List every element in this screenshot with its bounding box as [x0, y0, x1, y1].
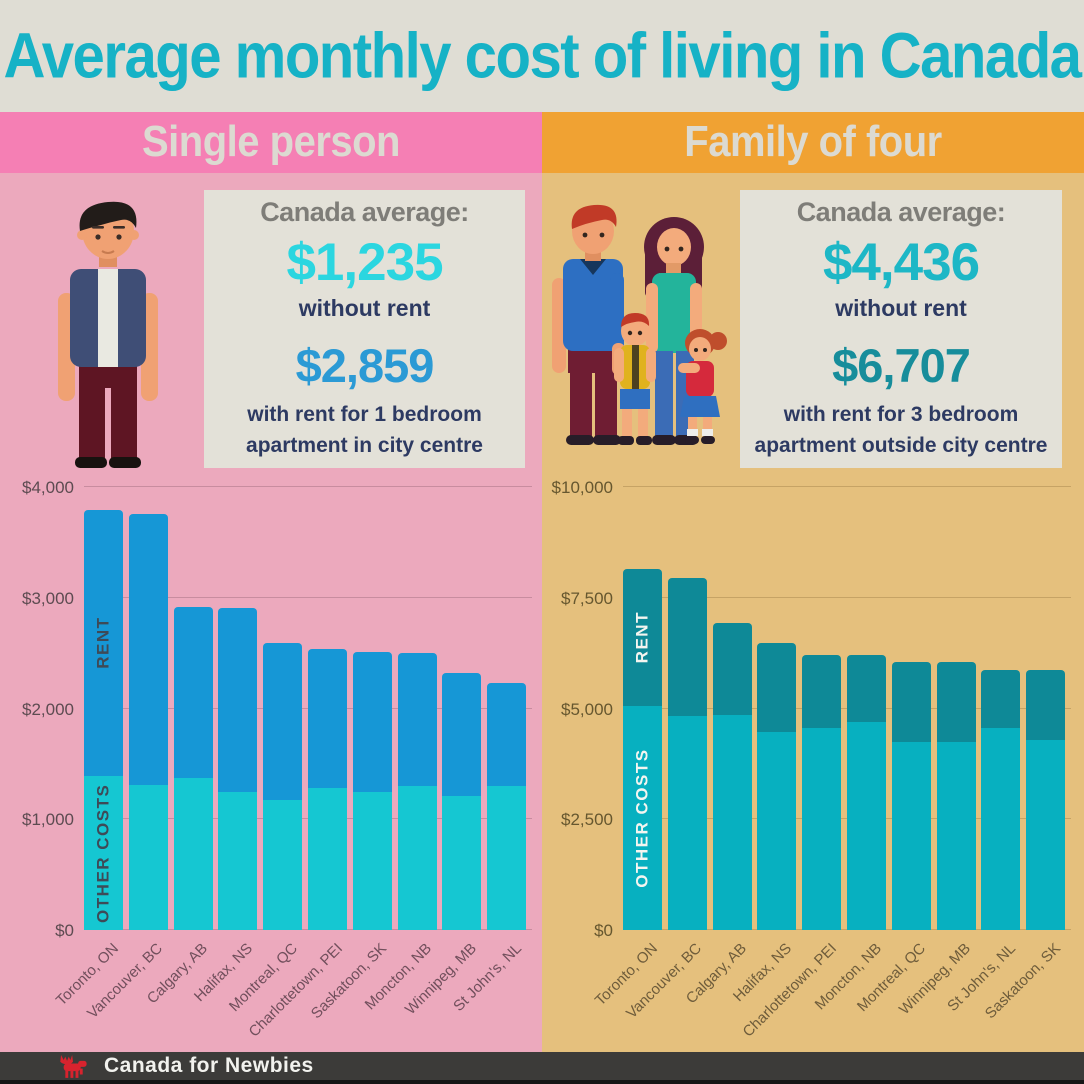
bar-segment-rent [397, 653, 437, 787]
panel-header-family: Family of four [542, 112, 1084, 173]
bar-segment-other-costs [84, 776, 123, 930]
bar-segment-other-costs [712, 714, 752, 930]
panel-header-single: Single person [0, 112, 542, 173]
bar-segment-rent [936, 662, 976, 742]
panel-header-family-label: Family of four [684, 118, 942, 166]
y-axis-tick-label: $7,500 [561, 588, 613, 608]
y-axis-tick-label: $2,000 [22, 699, 74, 719]
panel-family-of-four: Canada average: $4,436 without rent $6,7… [542, 173, 1084, 1052]
moose-icon [60, 1054, 87, 1078]
bar-segment-rent [173, 606, 213, 779]
bar-segment-other-costs [128, 784, 168, 930]
bar-segment-other-costs [623, 706, 662, 930]
y-axis-tick-label: $10,000 [551, 478, 613, 497]
with-rent-note: with rent for 3 bedroom apartment outsid… [754, 402, 1048, 458]
bar-segment-other-costs [442, 796, 482, 930]
bar-segment-other-costs [757, 731, 797, 930]
bar-segment-rent [84, 510, 123, 777]
series-label-other-costs: OTHER COSTS [632, 748, 652, 888]
gridline [84, 486, 532, 487]
bar-segment-rent [891, 662, 931, 742]
bar-segment-other-costs [981, 727, 1021, 930]
bar-segment-rent [442, 673, 482, 796]
title-band: Average monthly cost of living in Canada [0, 0, 1084, 112]
with-rent-value: $6,707 [832, 338, 971, 392]
canada-average-label: Canada average: [260, 196, 469, 227]
bar-segment-other-costs [352, 791, 392, 930]
canada-average-label: Canada average: [796, 196, 1006, 227]
bar-segment-other-costs [487, 786, 527, 930]
with-rent-value: $2,859 [295, 338, 435, 392]
y-axis-tick-label: $5,000 [561, 699, 613, 719]
bar-segment-rent [667, 577, 707, 717]
y-axis-tick-label: $1,000 [22, 810, 74, 830]
series-label-rent: RENT [93, 617, 113, 670]
bar-segment-rent [218, 607, 258, 792]
bar-segment-other-costs [1026, 739, 1066, 930]
family-illustration-svg [552, 204, 727, 445]
gridline [84, 596, 532, 598]
bar-segment-rent [802, 655, 842, 728]
bar-segment-other-costs [802, 727, 842, 930]
gridline [623, 596, 1071, 598]
bar-segment-rent [487, 683, 527, 787]
header-band: Single person Family of four [0, 112, 1084, 173]
bar-segment-other-costs [308, 788, 347, 930]
bar-segment-rent [981, 670, 1021, 728]
gridline [623, 486, 1071, 487]
bar-segment-rent [712, 622, 752, 715]
without-rent-value: $1,235 [286, 232, 443, 292]
bar-segment-rent [847, 655, 886, 722]
bar-segment-rent [1026, 670, 1066, 740]
bar-segment-rent [308, 648, 347, 789]
y-axis-tick-label: $0 [55, 921, 74, 940]
chart-single-person: $0 $1,000 $2,000 $3,000 $4,000 Toronto, ON Van… [22, 478, 532, 1040]
man-illustration-svg [58, 201, 158, 468]
brand-name: Canada for Newbies [104, 1054, 314, 1077]
footer-bar: Canada for Newbies [0, 1052, 1084, 1084]
bar-segment-other-costs [891, 741, 931, 930]
series-label-other-costs: OTHER COSTS [93, 783, 113, 923]
bar-segment-rent [757, 642, 797, 732]
y-axis-tick-label: $4,000 [22, 478, 74, 497]
stats-card-single: Canada average: $1,235 without rent $2,8… [204, 190, 525, 468]
panel-header-single-label: Single person [142, 118, 401, 166]
bar-segment-other-costs [263, 800, 303, 930]
panels-row: Canada average: $1,235 without rent $2,8… [0, 173, 1084, 1052]
bar-segment-other-costs [218, 791, 258, 930]
bar-segment-other-costs [173, 778, 213, 930]
y-axis-tick-label: $3,000 [22, 588, 74, 608]
bar-segment-rent [128, 513, 168, 785]
series-label-rent: RENT [632, 611, 652, 664]
without-rent-value: $4,436 [822, 232, 980, 292]
bar-segment-other-costs [936, 741, 976, 930]
page-title: Average monthly cost of living in Canada [3, 20, 1082, 92]
without-rent-label: without rent [298, 294, 431, 321]
stats-card-family: Canada average: $4,436 without rent $6,7… [740, 190, 1062, 468]
bar-segment-other-costs [847, 721, 886, 930]
with-rent-note: with rent for 1 bedroom apartment in cit… [246, 402, 483, 458]
family-illustration [550, 203, 740, 461]
bar-segment-rent [263, 643, 303, 801]
bar-segment-other-costs [667, 716, 707, 930]
panel-single-person: Canada average: $1,235 without rent $2,8… [0, 173, 542, 1052]
bar-segment-rent [352, 652, 392, 792]
y-axis-tick-label: $0 [594, 921, 613, 940]
without-rent-label: without rent [835, 294, 967, 321]
chart-family-of-four: $0 $2,500 $5,000 $7,500 $10,000 Toronto, ON Va… [552, 478, 1071, 1040]
bar-segment-rent [623, 568, 662, 707]
man-illustration [28, 193, 188, 471]
y-axis-tick-label: $2,500 [561, 810, 613, 830]
bar-segment-other-costs [397, 786, 437, 930]
